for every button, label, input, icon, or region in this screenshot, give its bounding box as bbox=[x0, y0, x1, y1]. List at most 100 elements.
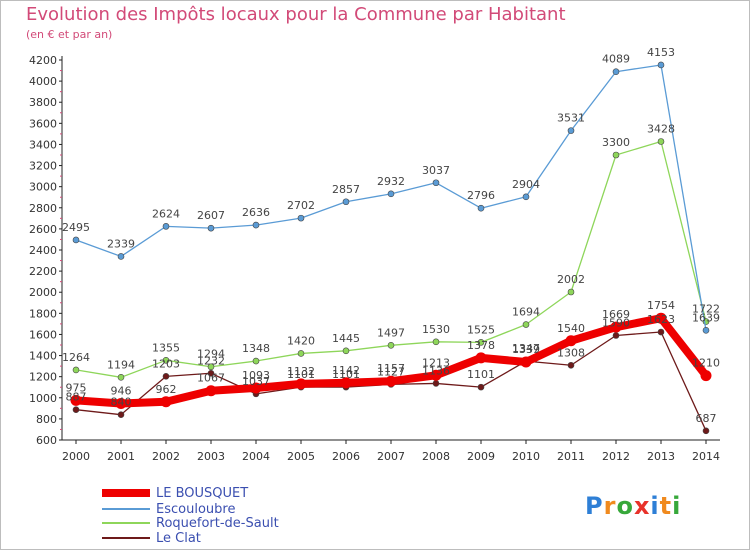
data-point-escouloubre bbox=[72, 236, 80, 244]
data-point-escouloubre bbox=[657, 61, 665, 69]
y-tick-label: 1600 bbox=[29, 328, 57, 341]
legend-swatch-escouloubre bbox=[102, 508, 150, 510]
legend-label-le-clat: Le Clat bbox=[156, 530, 201, 546]
y-tick-label: 2200 bbox=[29, 265, 57, 278]
data-point-le-bousquet bbox=[655, 312, 667, 324]
legend-label-escouloubre: Escouloubre bbox=[156, 501, 236, 517]
data-point-le-clat bbox=[432, 380, 440, 387]
data-label-roquefort-de-sault: 1348 bbox=[242, 342, 270, 355]
data-point-le-clat bbox=[657, 328, 665, 336]
data-point-escouloubre bbox=[162, 223, 170, 230]
y-tick-label: 3600 bbox=[29, 117, 57, 130]
legend-swatch-roquefort-de-sault bbox=[102, 522, 150, 524]
data-label-escouloubre: 2607 bbox=[197, 209, 225, 222]
data-label-le-bousquet: 1213 bbox=[422, 356, 450, 369]
data-point-le-clat bbox=[567, 361, 575, 369]
y-tick-label: 1400 bbox=[29, 350, 57, 363]
data-label-le-clat: 1127 bbox=[377, 365, 405, 378]
data-label-roquefort-de-sault: 1497 bbox=[377, 326, 405, 339]
data-point-le-clat bbox=[117, 411, 125, 418]
data-label-le-bousquet: 1669 bbox=[602, 308, 630, 321]
y-tick-label: 2600 bbox=[29, 223, 57, 236]
legend-item-le-clat: Le Clat bbox=[102, 530, 201, 546]
x-tick-label: 2008 bbox=[422, 450, 450, 463]
data-point-le-clat bbox=[162, 373, 170, 380]
data-label-le-clat: 1101 bbox=[287, 368, 315, 381]
data-point-roquefort-de-sault bbox=[477, 339, 485, 346]
y-tick-label: 800 bbox=[36, 413, 57, 426]
data-point-roquefort-de-sault bbox=[297, 350, 305, 357]
data-label-escouloubre: 2702 bbox=[287, 199, 315, 212]
x-tick-label: 2000 bbox=[62, 450, 90, 463]
data-label-escouloubre: 4089 bbox=[602, 53, 630, 66]
data-label-le-bousquet: 946 bbox=[111, 384, 132, 397]
chart-title: Evolution des Impôts locaux pour la Comm… bbox=[26, 4, 566, 25]
data-point-le-bousquet bbox=[430, 369, 442, 381]
data-point-roquefort-de-sault bbox=[657, 138, 665, 145]
legend-swatch-le-bousquet bbox=[102, 489, 150, 497]
data-point-escouloubre bbox=[432, 179, 440, 187]
logo-letter: t bbox=[659, 492, 673, 520]
data-label-le-bousquet: 1157 bbox=[377, 362, 405, 375]
data-point-le-bousquet bbox=[520, 356, 532, 368]
y-tick-label: 2000 bbox=[29, 286, 57, 299]
data-label-roquefort-de-sault: 1264 bbox=[62, 351, 90, 364]
data-point-le-bousquet bbox=[565, 335, 577, 347]
x-tick-label: 2006 bbox=[332, 450, 360, 463]
data-label-le-clat: 1037 bbox=[242, 375, 270, 388]
data-point-escouloubre bbox=[522, 193, 530, 201]
data-point-escouloubre bbox=[207, 224, 215, 232]
x-tick-label: 2001 bbox=[107, 450, 135, 463]
data-point-roquefort-de-sault bbox=[612, 151, 620, 159]
legend-label-roquefort-de-sault: Roquefort-de-Sault bbox=[156, 515, 279, 531]
data-point-le-clat bbox=[207, 369, 215, 377]
data-point-escouloubre bbox=[387, 190, 395, 198]
data-label-le-clat: 687 bbox=[696, 412, 717, 425]
data-label-le-clat: 1623 bbox=[647, 313, 675, 326]
data-point-escouloubre bbox=[252, 221, 260, 229]
data-label-escouloubre: 2904 bbox=[512, 178, 540, 191]
legend-item-le-bousquet: LE BOUSQUET bbox=[102, 486, 248, 501]
data-label-roquefort-de-sault: 3300 bbox=[602, 136, 630, 149]
data-point-le-bousquet bbox=[340, 377, 352, 389]
data-point-le-bousquet bbox=[295, 378, 307, 390]
data-point-roquefort-de-sault bbox=[522, 321, 530, 328]
logo-letter: x bbox=[633, 492, 651, 520]
data-point-le-bousquet bbox=[115, 397, 127, 409]
x-tick-label: 2004 bbox=[242, 450, 270, 463]
logo-letter: r bbox=[603, 492, 617, 520]
data-label-escouloubre: 1639 bbox=[692, 311, 720, 324]
data-label-escouloubre: 2624 bbox=[152, 207, 180, 220]
data-point-le-bousquet bbox=[700, 370, 712, 382]
legend-item-escouloubre: Escouloubre bbox=[102, 501, 236, 517]
data-point-le-bousquet bbox=[475, 352, 487, 364]
data-point-le-clat bbox=[72, 406, 80, 414]
data-label-le-clat: 1590 bbox=[602, 317, 630, 330]
x-tick-label: 2010 bbox=[512, 450, 540, 463]
data-label-roquefort-de-sault: 1294 bbox=[197, 348, 225, 361]
data-label-le-clat: 840 bbox=[111, 396, 132, 409]
data-point-escouloubre bbox=[612, 68, 620, 76]
y-tick-label: 3000 bbox=[29, 181, 57, 194]
data-point-le-clat bbox=[612, 332, 620, 339]
data-point-le-clat bbox=[477, 383, 485, 391]
data-label-escouloubre: 2796 bbox=[467, 189, 495, 202]
data-point-escouloubre bbox=[342, 198, 350, 206]
data-label-escouloubre: 2636 bbox=[242, 206, 270, 219]
data-point-roquefort-de-sault bbox=[162, 357, 170, 364]
data-point-roquefort-de-sault bbox=[72, 366, 80, 374]
data-point-roquefort-de-sault bbox=[117, 373, 125, 381]
data-label-le-clat: 1101 bbox=[467, 368, 495, 381]
data-point-le-bousquet bbox=[250, 382, 262, 394]
data-label-roquefort-de-sault: 3428 bbox=[647, 122, 675, 135]
data-label-le-bousquet: 1093 bbox=[242, 369, 270, 382]
x-tick-label: 2009 bbox=[467, 450, 495, 463]
data-label-le-bousquet: 1540 bbox=[557, 322, 585, 335]
data-point-escouloubre bbox=[117, 253, 125, 260]
x-tick-label: 2014 bbox=[692, 450, 720, 463]
data-label-le-clat: 1136 bbox=[422, 364, 450, 377]
data-label-roquefort-de-sault: 1525 bbox=[467, 323, 495, 336]
data-label-le-bousquet: 1142 bbox=[332, 364, 360, 377]
data-point-escouloubre bbox=[297, 214, 305, 222]
